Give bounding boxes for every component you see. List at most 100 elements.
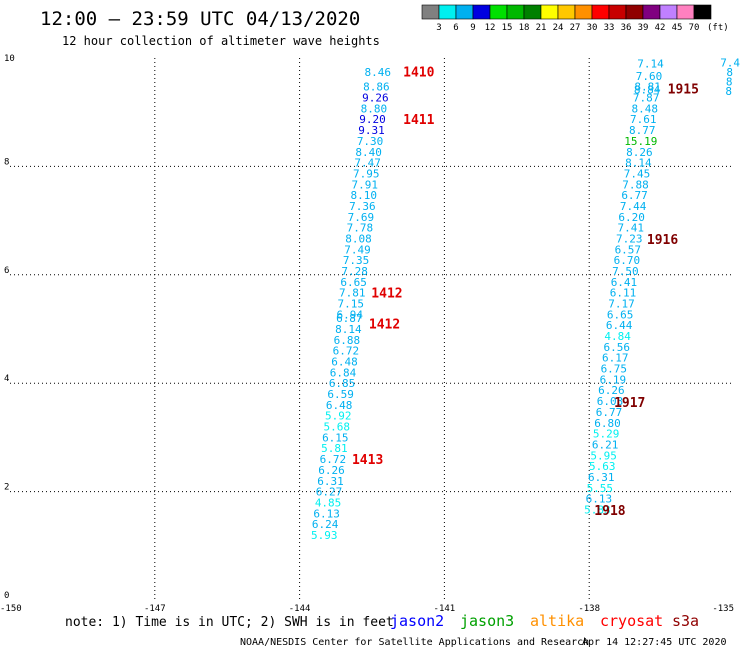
wave-height-value: 8.14 xyxy=(625,157,652,170)
color-scale-swatch xyxy=(676,4,695,20)
color-scale-swatch xyxy=(421,4,440,20)
color-scale-label: 36 xyxy=(621,23,632,33)
footnote: note: 1) Time is in UTC; 2) SWH is in fe… xyxy=(65,615,394,630)
wave-height-value: 7.4 xyxy=(720,56,740,69)
wave-height-value: 5.68 xyxy=(324,421,351,434)
color-scale-label: 33 xyxy=(604,23,615,33)
satellite-altika-label: altika xyxy=(530,612,584,630)
wave-height-value: 5.63 xyxy=(589,460,616,473)
satellite-jason2-label: jason2 xyxy=(390,612,444,630)
x-tick-label: -138 xyxy=(578,604,600,614)
wave-height-value: 6.84 xyxy=(330,366,357,379)
color-scale-label: 42 xyxy=(655,23,666,33)
wave-height-value: 6.20 xyxy=(618,211,645,224)
wave-height-value: 6.72 xyxy=(320,453,347,466)
y-tick-label: 10 xyxy=(4,54,15,64)
color-scale-label: 45 xyxy=(672,23,683,33)
x-tick-label: -135 xyxy=(712,604,734,614)
wave-height-value: 5.92 xyxy=(325,410,352,423)
satellite-jason3-label: jason3 xyxy=(460,612,514,630)
wave-height-value: 7.44 xyxy=(620,200,647,213)
pass-time-label: 1410 xyxy=(403,66,434,81)
color-scale-label: 3 xyxy=(436,23,441,33)
color-scale-swatch xyxy=(438,4,457,20)
wave-height-value: 6.88 xyxy=(334,334,361,347)
wave-height-value: 7.36 xyxy=(349,200,376,213)
color-scale-label: 15 xyxy=(502,23,513,33)
wave-height-value: 8 xyxy=(726,75,733,88)
wave-height-value: 7.35 xyxy=(343,254,370,267)
wave-height-value: 6.94 xyxy=(337,308,364,321)
wave-height-value: 7.91 xyxy=(352,178,379,191)
wave-height-value: 6.48 xyxy=(331,356,358,369)
wave-height-value: 4.85 xyxy=(315,496,342,509)
color-scale-swatch xyxy=(506,4,525,20)
wave-height-value: 8 xyxy=(725,85,732,98)
wave-height-value: 8.81 xyxy=(634,81,661,94)
wave-height-value: 6.70 xyxy=(614,254,641,267)
x-tick-label: -150 xyxy=(0,604,22,614)
wave-height-value: 7.28 xyxy=(341,265,368,278)
color-scale-swatch xyxy=(574,4,593,20)
wave-height-value: 9.20 xyxy=(359,113,386,126)
color-scale-swatch xyxy=(625,4,644,20)
color-scale-unit: (ft) xyxy=(707,23,729,33)
pass-time-label: 1917 xyxy=(614,396,645,411)
wave-height-value: 7.41 xyxy=(617,222,644,235)
timestamp-text: Apr 14 12:27:45 UTC 2020 xyxy=(582,637,727,648)
wave-height-value: 8.40 xyxy=(355,146,382,159)
wave-height-value: 6.26 xyxy=(318,464,345,477)
wave-height-value: 7.61 xyxy=(630,113,657,126)
wave-height-value: 8.80 xyxy=(361,102,388,115)
wave-height-value: 6.13 xyxy=(313,507,340,520)
color-scale-label: 6 xyxy=(453,23,458,33)
color-scale-swatch xyxy=(591,4,610,20)
satellite-s3a-label: s3a xyxy=(672,612,699,630)
wave-height-value: 6.59 xyxy=(327,388,354,401)
color-scale-swatch xyxy=(642,4,661,20)
pass-time-label: 1918 xyxy=(594,504,625,519)
wave-height-value: 6.85 xyxy=(329,377,356,390)
color-scale-swatch xyxy=(489,4,508,20)
wave-height-value: 6.21 xyxy=(592,438,619,451)
wave-height-value: 5.81 xyxy=(321,442,348,455)
color-scale-swatch xyxy=(557,4,576,20)
color-scale-label: 70 xyxy=(689,23,700,33)
wave-height-value: 8.26 xyxy=(626,146,653,159)
wave-height-value: 6.77 xyxy=(596,406,623,419)
wave-height-value: 6.11 xyxy=(610,287,637,300)
wave-height-value: 7.88 xyxy=(622,178,649,191)
color-scale-swatch xyxy=(659,4,678,20)
pass-time-label: 1412 xyxy=(369,318,400,333)
y-tick-label: 2 xyxy=(4,483,9,493)
wave-height-value: 8.84 xyxy=(634,83,661,96)
wave-height-value: 6.72 xyxy=(333,345,360,358)
wave-height-value: 7.87 xyxy=(633,92,660,105)
wave-height-value: 6.26 xyxy=(598,384,625,397)
grid-lines xyxy=(10,58,734,600)
color-scale-swatch xyxy=(472,4,491,20)
wave-height-value: 7.15 xyxy=(338,298,365,311)
pass-time-labels: 1410 1411 1412 1412 1413 1915 1916 1917 1918 xyxy=(352,66,699,519)
wave-height-value: 7.17 xyxy=(608,298,635,311)
satellite-legend: jason2 jason3 altika cryosat s3a xyxy=(390,612,699,630)
wave-height-value: 7.14 xyxy=(637,57,664,70)
wave-height-value: 6.75 xyxy=(601,363,628,376)
wave-height-value: 8.86 xyxy=(363,81,390,94)
pass-time-label: 1915 xyxy=(668,82,699,97)
wave-height-value: 7.30 xyxy=(357,135,384,148)
wave-height-value: 5.95 xyxy=(590,449,617,462)
y-tick-label: 4 xyxy=(4,374,9,384)
pass-time-label: 1412 xyxy=(371,287,402,302)
satellite-cryosat-label: cryosat xyxy=(600,612,663,630)
credit-text: NOAA/NESDIS Center for Satellite Applica… xyxy=(240,637,589,648)
chart-title: 12:00 — 23:59 UTC 04/13/2020 xyxy=(40,8,360,30)
wave-height-value: 5.83 xyxy=(584,503,611,516)
wave-height-value: 6.31 xyxy=(317,475,344,488)
wave-height-value: 7.81 xyxy=(339,287,366,300)
wave-height-value: 6.19 xyxy=(600,373,627,386)
wave-height-value: 6.48 xyxy=(326,399,353,412)
wave-height-value: 6.15 xyxy=(322,431,349,444)
color-scale-label: 21 xyxy=(536,23,547,33)
